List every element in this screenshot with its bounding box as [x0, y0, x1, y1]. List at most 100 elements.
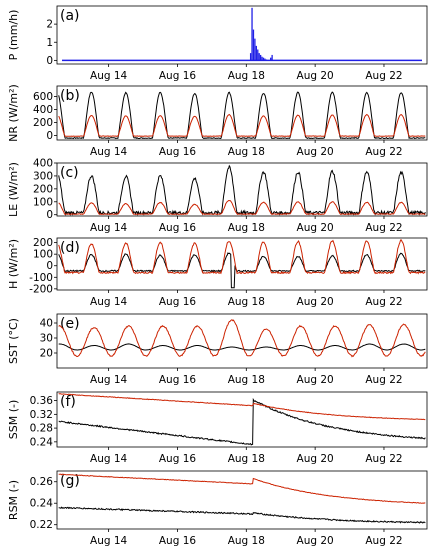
y-tick-label: 400 — [33, 158, 53, 170]
y-tick-label: -200 — [29, 283, 53, 295]
panel-label: (d) — [60, 240, 80, 256]
x-tick-label: Aug 20 — [297, 146, 334, 158]
precip-bar — [265, 59, 268, 61]
axes-frame — [56, 313, 428, 369]
series-line-red — [58, 319, 426, 358]
y-tick-label: 200 — [33, 183, 53, 195]
series-line-black — [58, 91, 426, 140]
x-tick-label: Aug 14 — [90, 222, 128, 234]
series-line-black — [58, 164, 426, 217]
series-line-black — [58, 506, 426, 524]
y-tick-label: 0.36 — [30, 395, 54, 407]
precip-bar — [251, 7, 253, 61]
x-tick-label: Aug 14 — [90, 374, 128, 386]
y-tick-label: 0 — [46, 55, 53, 67]
x-tick-label: Aug 18 — [228, 222, 265, 234]
x-tick-label: Aug 22 — [365, 70, 402, 82]
precip-bar — [262, 57, 265, 61]
x-tick-label: Aug 20 — [297, 296, 334, 308]
y-tick-label: 0.28 — [30, 423, 53, 435]
panel-f: 0.28 0.32 0.36 0.24 Aug 14 Aug 16 Aug 18 Aug 20… — [7, 391, 428, 465]
y-tick-label: 30 — [40, 333, 53, 345]
x-tick-label: Aug 22 — [365, 222, 402, 234]
x-tick-label: Aug 18 — [228, 453, 265, 465]
x-tick-label: Aug 14 — [90, 453, 128, 465]
series-line-red — [58, 473, 426, 504]
y-tick-label: 0.24 — [30, 436, 54, 448]
x-tick-label: Aug 22 — [365, 453, 402, 465]
x-tick-label: Aug 18 — [228, 374, 265, 386]
y-axis-label: RSM (-) — [7, 480, 20, 520]
x-tick-label: Aug 16 — [159, 374, 197, 386]
precip-bar — [254, 38, 256, 61]
y-tick-label: 20 — [40, 348, 53, 360]
precip-bar — [249, 53, 252, 61]
x-tick-label: Aug 22 — [365, 374, 402, 386]
y-tick-label: 300 — [33, 170, 53, 182]
x-tick-label: Aug 16 — [159, 535, 197, 547]
x-tick-label: Aug 14 — [90, 146, 128, 158]
panel-label: (a) — [60, 8, 80, 24]
y-tick-label: 200 — [33, 237, 53, 249]
x-tick-label: Aug 16 — [159, 146, 197, 158]
precip-bar — [257, 49, 259, 61]
y-tick-label: 0.26 — [30, 476, 54, 488]
x-tick-label: Aug 22 — [365, 146, 402, 158]
y-axis-label: NR (W/m²) — [7, 84, 20, 142]
precip-bar — [252, 29, 255, 61]
precip-bar — [259, 54, 262, 61]
series-line-black — [58, 397, 426, 446]
x-tick-label: Aug 14 — [90, 70, 128, 82]
x-tick-label: Aug 18 — [228, 535, 265, 547]
y-axis-label: SSM (-) — [7, 400, 20, 440]
y-axis-label: P (mm/h) — [7, 10, 20, 61]
y-tick-label: 0.24 — [30, 498, 54, 510]
axes-frame — [56, 162, 428, 217]
x-tick-label: Aug 14 — [90, 535, 128, 547]
x-tick-label: Aug 20 — [297, 535, 334, 547]
series-line-red — [58, 199, 426, 216]
x-tick-label: Aug 14 — [90, 296, 128, 308]
x-tick-label: Aug 22 — [365, 296, 402, 308]
x-tick-label: Aug 16 — [159, 296, 197, 308]
panel-e: 20 30 40 Aug 14 Aug 16 Aug 18 Aug 20 Aug 22 SST … — [7, 313, 428, 386]
axes-frame — [56, 391, 428, 448]
y-axis-label: LE (W/m²) — [7, 162, 20, 217]
y-tick-label: 0.32 — [30, 409, 53, 421]
series-line-red — [58, 113, 426, 138]
series-line-black — [58, 343, 426, 351]
panel-g: 0.22 0.24 0.26 Aug 14 Aug 16 Aug 18 Aug 20 Aug … — [7, 470, 428, 547]
y-axis-label: H (W/m²) — [7, 239, 20, 289]
precip-bar — [255, 45, 257, 61]
series-line-red — [58, 239, 426, 275]
y-tick-label: 2 — [46, 19, 53, 31]
x-tick-label: Aug 18 — [228, 296, 265, 308]
y-tick-label: 0 — [46, 260, 53, 272]
precip-bar — [264, 58, 266, 61]
x-tick-label: Aug 20 — [297, 70, 334, 82]
y-tick-label: 200 — [33, 117, 53, 129]
x-tick-label: Aug 22 — [365, 535, 402, 547]
y-tick-label: -100 — [29, 272, 53, 284]
y-tick-label: 600 — [33, 91, 53, 103]
series-line-black — [58, 252, 426, 289]
y-tick-label: 400 — [33, 104, 53, 116]
x-tick-label: Aug 16 — [159, 70, 197, 82]
y-tick-label: 100 — [33, 249, 53, 261]
precip-bar — [258, 53, 260, 61]
x-tick-label: Aug 20 — [297, 374, 334, 386]
axes-frame — [56, 85, 428, 141]
precip-bar — [270, 57, 272, 61]
axes-frame — [56, 5, 428, 65]
x-tick-label: Aug 20 — [297, 222, 334, 234]
x-tick-label: Aug 20 — [297, 453, 334, 465]
axes-frame — [56, 237, 428, 291]
panel-a: 0 1 2 Aug 14 Aug 16 Aug 18 Aug 20 Aug 22 P (mm/h… — [7, 5, 428, 82]
x-tick-label: Aug 16 — [159, 222, 197, 234]
y-tick-label: 0 — [46, 209, 53, 221]
precip-bar — [261, 56, 263, 61]
